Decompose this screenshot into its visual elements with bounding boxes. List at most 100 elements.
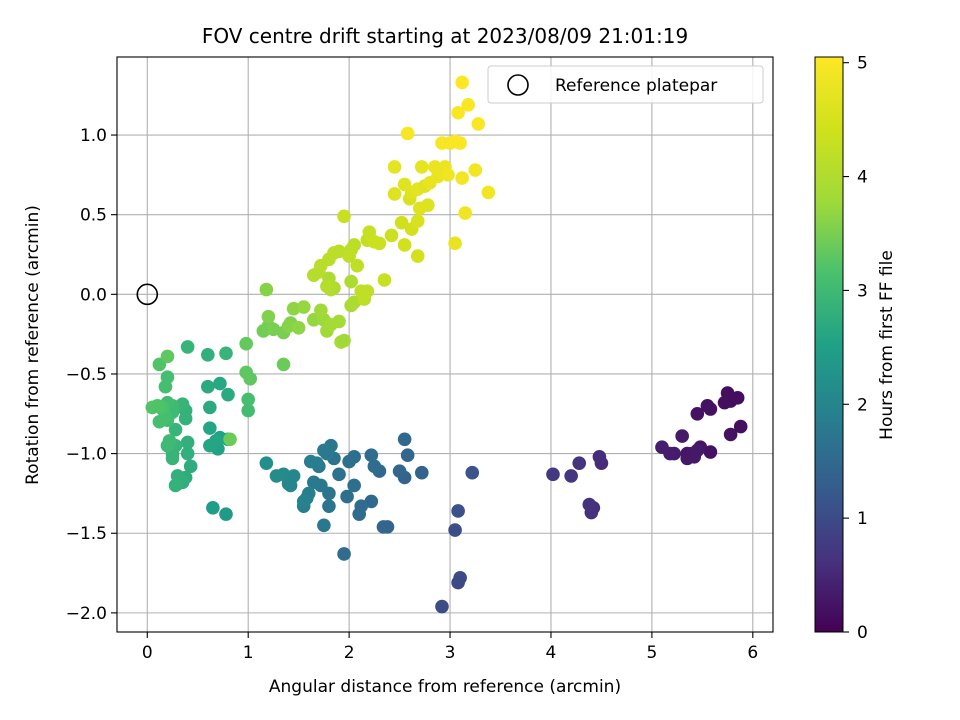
data-point (269, 469, 284, 483)
x-tick-label: 6 (747, 643, 758, 663)
data-point (455, 171, 469, 185)
data-point (314, 303, 328, 318)
colorbar-tick-label: 1 (857, 509, 868, 529)
data-point (320, 279, 334, 294)
data-point (168, 422, 183, 437)
data-point (357, 292, 372, 306)
data-points (136, 75, 748, 614)
data-point (435, 136, 449, 150)
data-point (223, 432, 237, 447)
x-tick-label: 3 (445, 643, 456, 663)
x-tick-label: 1 (243, 643, 254, 663)
data-point (340, 489, 354, 504)
data-point (158, 379, 173, 394)
data-point (451, 504, 465, 518)
y-axis-ticks: −2.0 −1.5 −1.0 −0.5 0.0 0.5 1.0 (66, 126, 117, 624)
data-point (690, 443, 705, 458)
data-point (203, 438, 217, 453)
data-point (387, 187, 402, 201)
data-point (453, 136, 467, 150)
data-point (219, 346, 233, 361)
x-tick-label: 0 (142, 643, 153, 663)
data-point (342, 249, 356, 263)
data-point (730, 391, 745, 405)
data-point (410, 214, 425, 228)
data-point (582, 497, 597, 512)
data-point (465, 465, 480, 480)
data-point (145, 400, 160, 415)
data-point (322, 499, 336, 513)
data-point (397, 238, 412, 252)
data-point (387, 160, 402, 174)
data-point (350, 258, 364, 273)
data-point (239, 336, 253, 351)
data-point (259, 456, 274, 470)
y-tick-label: 0.5 (80, 206, 107, 226)
data-point (414, 160, 429, 174)
data-point (733, 419, 748, 434)
data-point (178, 411, 193, 426)
data-point (481, 185, 496, 200)
data-point (392, 464, 407, 478)
data-point (572, 456, 587, 470)
data-point (468, 163, 483, 177)
data-point (441, 168, 455, 182)
x-axis-label: Angular distance from reference (arcmin) (269, 677, 621, 697)
data-point (703, 445, 718, 459)
data-point (448, 236, 462, 251)
data-point (286, 301, 301, 316)
x-tick-label: 5 (646, 643, 657, 663)
data-point (180, 340, 195, 354)
data-point (400, 126, 415, 141)
data-point (394, 215, 409, 230)
data-point (377, 273, 392, 287)
data-point (203, 400, 217, 415)
colorbar-tick-label: 5 (857, 54, 868, 74)
y-tick-label: −1.0 (66, 445, 107, 465)
data-point (243, 371, 258, 386)
colorbar-tick-label: 4 (857, 168, 868, 188)
data-point (397, 432, 412, 447)
data-point (367, 459, 382, 474)
data-point (451, 575, 465, 590)
data-point (458, 206, 472, 220)
y-axis-label: Rotation from reference (arcmin) (23, 205, 43, 485)
data-point (213, 376, 227, 391)
data-point (281, 319, 296, 333)
data-point (317, 443, 331, 458)
data-point (372, 236, 387, 251)
data-point (723, 427, 738, 442)
colorbar-ticks: 0 1 2 3 4 5 (843, 54, 868, 643)
plot-frame (116, 56, 774, 633)
data-point (332, 244, 346, 259)
data-point (180, 446, 195, 461)
data-point (175, 397, 190, 412)
data-point (655, 440, 669, 455)
data-point (303, 454, 318, 469)
data-point (201, 348, 215, 362)
data-point (337, 209, 351, 224)
data-point (448, 523, 462, 537)
legend-entry-label: Reference platepar (555, 76, 717, 96)
data-point (337, 547, 351, 561)
reference-marker-icon (507, 74, 529, 96)
chart-title: FOV centre drift starting at 2023/08/09 … (202, 24, 688, 48)
data-point (352, 507, 367, 521)
data-point (165, 451, 180, 466)
data-point (307, 313, 321, 327)
data-point (261, 309, 276, 324)
data-point (276, 357, 291, 372)
data-point (675, 429, 689, 443)
data-point (152, 414, 167, 429)
data-point (376, 520, 391, 534)
data-point (435, 599, 449, 614)
data-point (546, 467, 560, 482)
data-point (241, 403, 255, 418)
data-point (291, 320, 306, 335)
data-point (455, 75, 469, 90)
data-point (347, 238, 361, 252)
colorbar-tick-label: 3 (857, 281, 868, 301)
data-point (592, 449, 607, 464)
data-point (337, 333, 351, 348)
